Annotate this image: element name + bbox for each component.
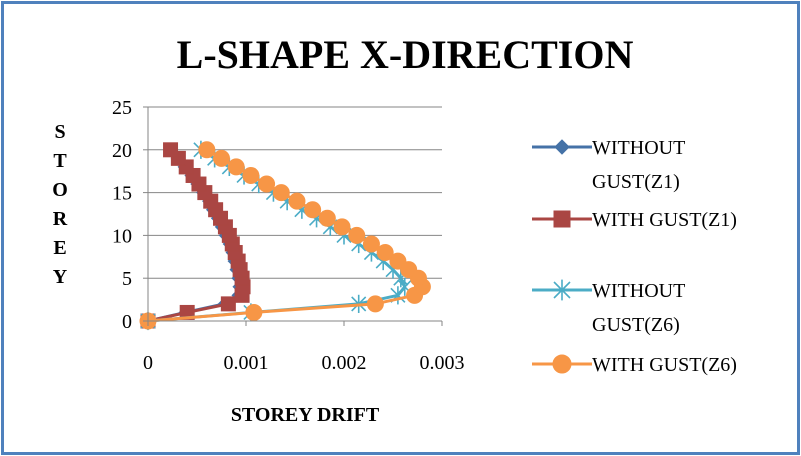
x-tick-label: 0 xyxy=(143,352,153,374)
data-point xyxy=(318,209,336,227)
chart-title: L-SHAPE X-DIRECTION xyxy=(177,32,634,77)
data-point xyxy=(227,158,245,176)
gridlines xyxy=(148,106,442,279)
legend-marker xyxy=(553,210,571,228)
y-tick-label: 25 xyxy=(112,97,132,119)
y-axis-title-letter: S xyxy=(54,121,65,143)
legend-item: WITH GUST(Z6) xyxy=(532,354,737,376)
plot-series xyxy=(139,140,431,331)
y-axis-title-letter: E xyxy=(53,237,66,259)
legend-label: GUST(Z6) xyxy=(592,314,680,336)
legend: WITHOUT GUST(Z1) WITH GUST(Z1) WITHOUT GUST(… xyxy=(532,137,737,376)
data-point xyxy=(245,303,263,321)
legend-item: WITHOUT GUST(Z1) xyxy=(532,137,685,193)
x-tick-label: 0.003 xyxy=(420,352,465,374)
data-point xyxy=(362,235,380,253)
legend-label: WITHOUT xyxy=(592,280,685,302)
data-point xyxy=(198,141,216,159)
data-point xyxy=(304,201,322,219)
data-point xyxy=(258,175,276,193)
data-point xyxy=(163,142,179,158)
y-axis-title-letter: O xyxy=(52,179,68,201)
y-axis-title-letter: T xyxy=(53,150,67,172)
legend-label: WITH GUST(Z6) xyxy=(592,354,737,376)
x-tick-label: 0.001 xyxy=(224,352,269,374)
legend-item: WITHOUT GUST(Z6) xyxy=(532,279,685,336)
data-point xyxy=(213,149,230,167)
data-point xyxy=(242,166,260,184)
data-point xyxy=(272,184,290,202)
legend-marker xyxy=(554,139,570,155)
x-axis-title: STOREY DRIFT xyxy=(231,404,380,426)
y-tick-label: 20 xyxy=(112,140,132,162)
data-point xyxy=(179,304,195,320)
data-point xyxy=(376,244,394,262)
legend-label: WITH GUST(Z1) xyxy=(592,209,737,231)
legend-label: GUST(Z1) xyxy=(592,171,680,193)
data-point xyxy=(333,218,351,236)
data-point xyxy=(220,296,236,312)
series-4 xyxy=(139,141,431,330)
legend-marker xyxy=(552,354,572,374)
x-tick-label: 0.002 xyxy=(322,352,367,374)
data-point xyxy=(288,192,306,210)
data-point xyxy=(366,295,384,313)
series-2 xyxy=(140,142,251,329)
y-tick-label: 10 xyxy=(112,225,132,247)
y-tick-label: 15 xyxy=(112,183,132,205)
data-point xyxy=(348,226,366,244)
axes: 0 5 10 15 20 25 0 0.001 0.002 0.003 xyxy=(112,97,465,374)
y-axis-title-letter: R xyxy=(53,208,68,230)
legend-label: WITHOUT xyxy=(592,137,685,159)
y-axis-title-letter: Y xyxy=(53,266,68,288)
legend-item: WITH GUST(Z1) xyxy=(532,209,737,231)
legend-marker xyxy=(553,279,571,301)
y-tick-label: 0 xyxy=(122,311,132,333)
y-axis-title: STOREY xyxy=(52,121,68,288)
y-tick-label: 5 xyxy=(122,268,132,290)
data-point xyxy=(389,252,407,270)
